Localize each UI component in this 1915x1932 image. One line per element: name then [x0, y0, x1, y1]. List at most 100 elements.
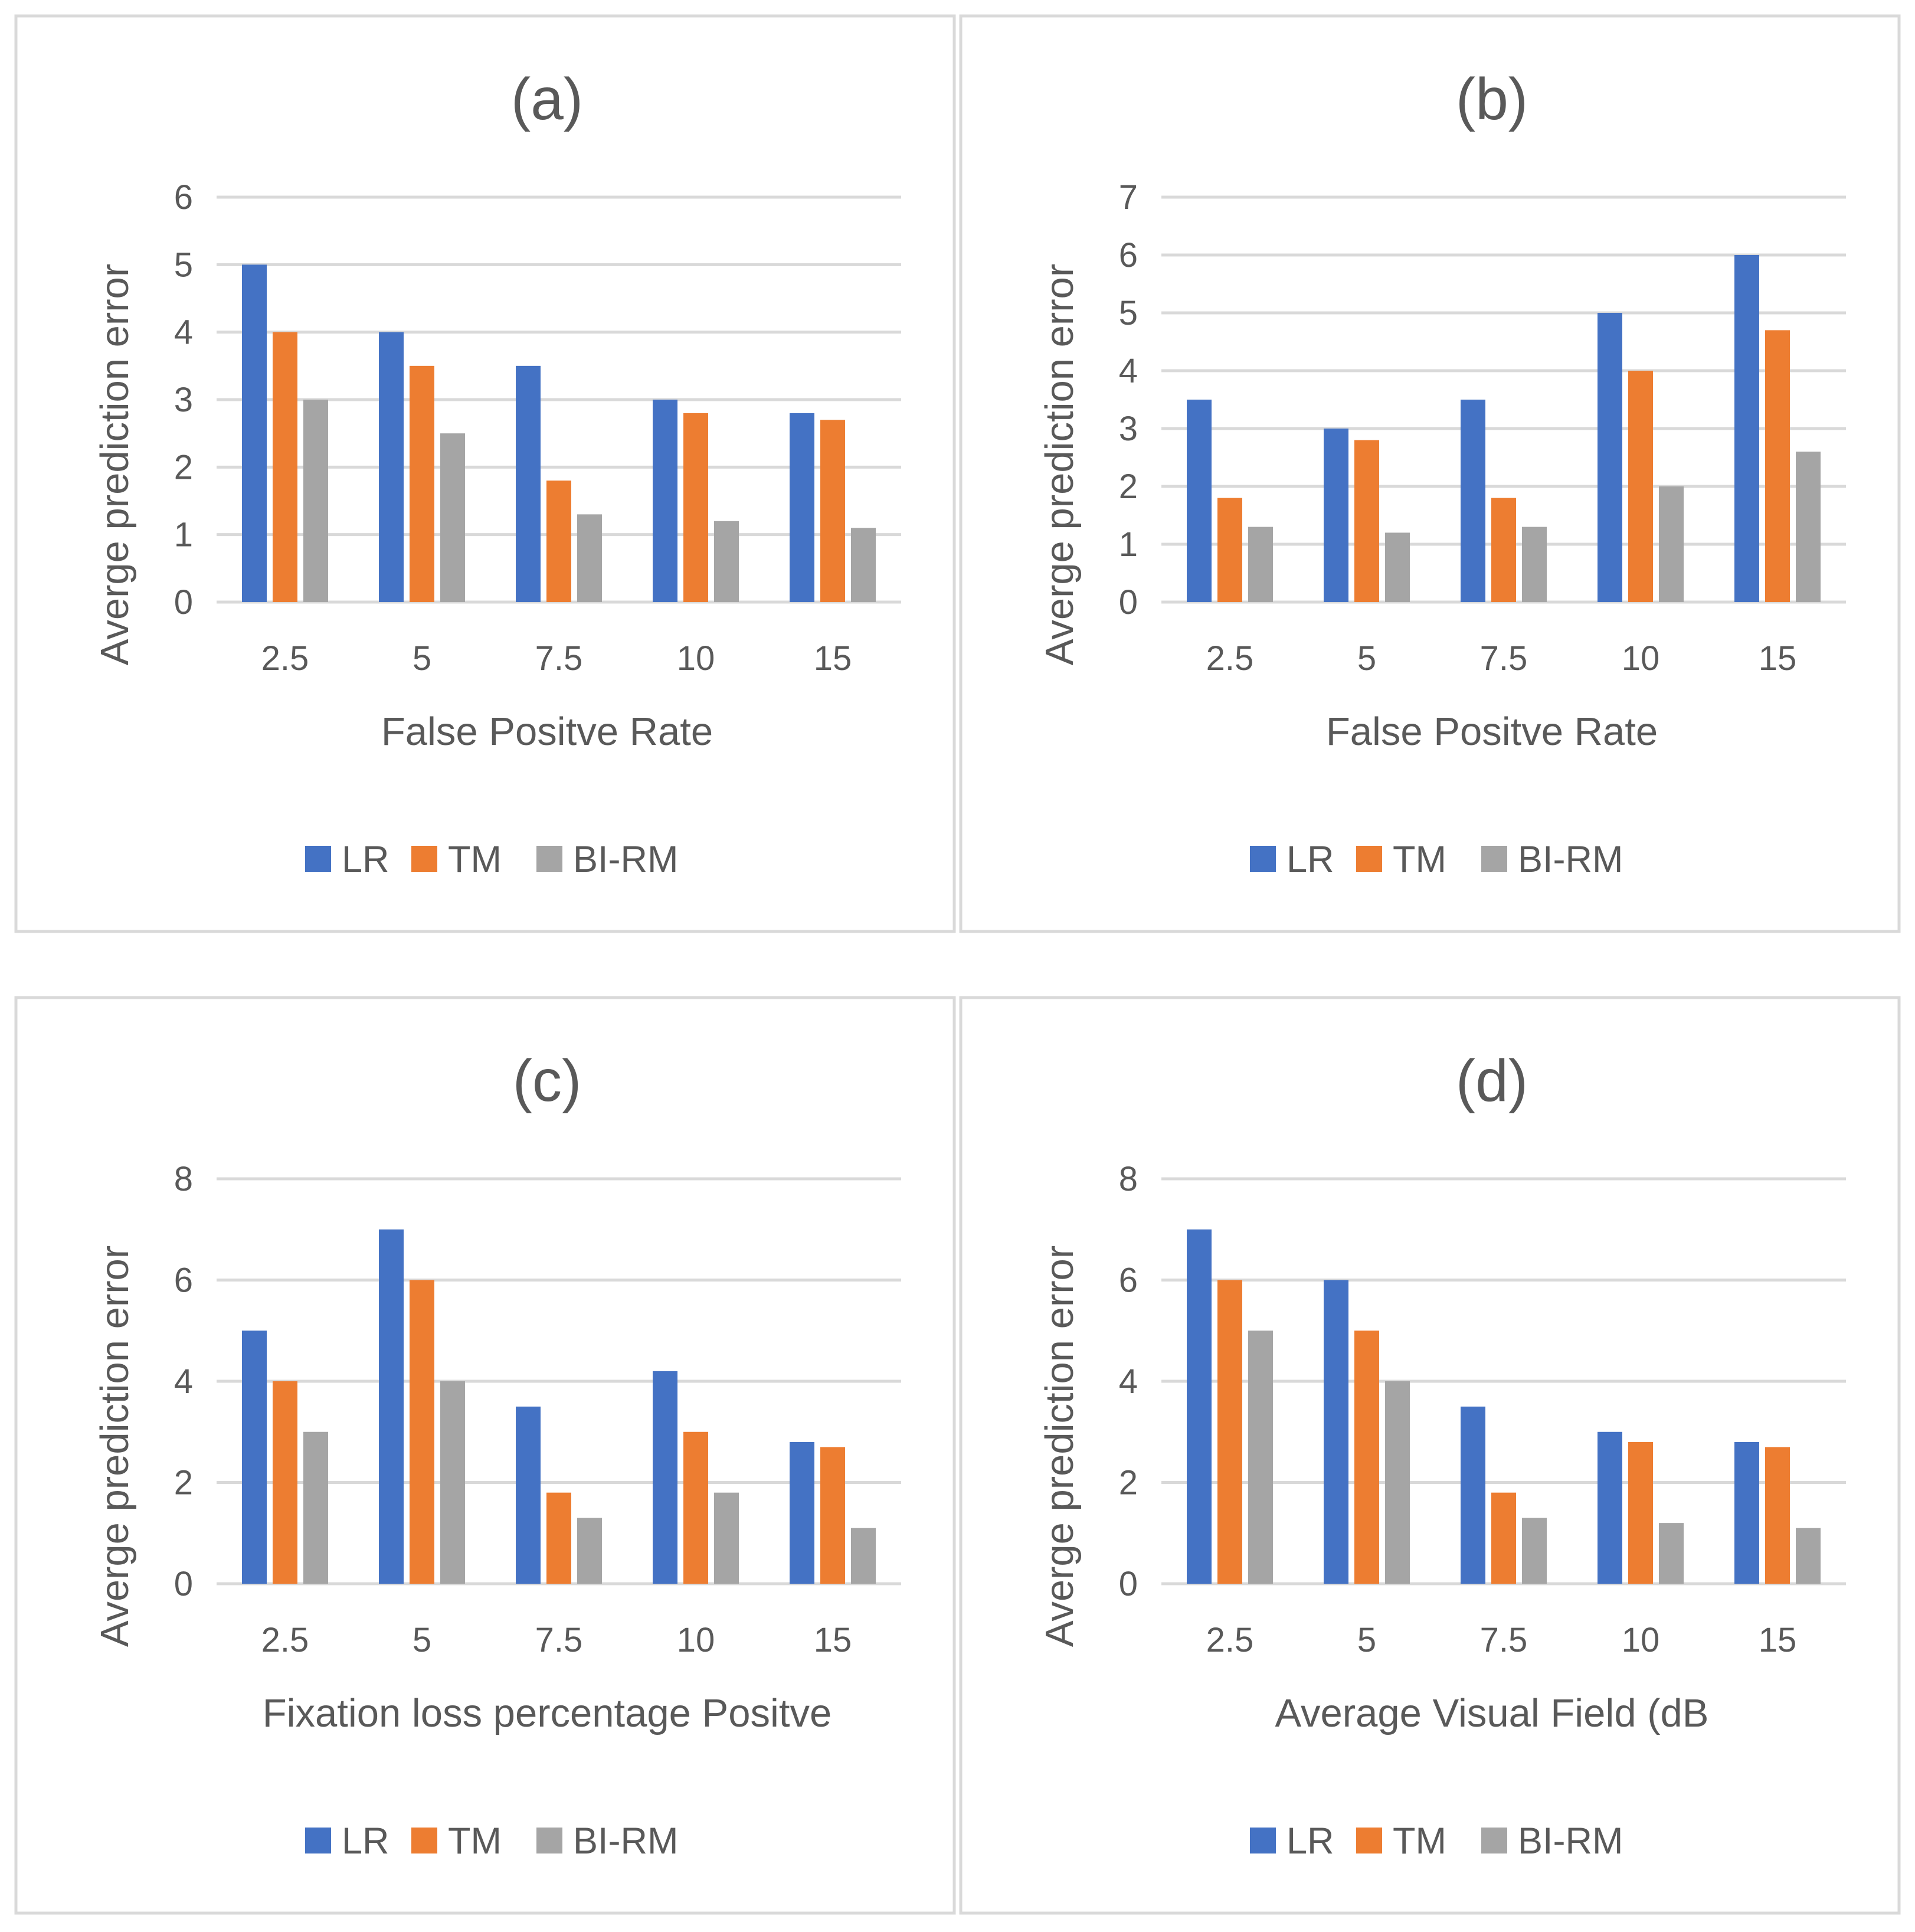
y-axis-label: Averge prediction error: [93, 264, 137, 665]
legend-swatch: [1250, 1828, 1276, 1853]
bar-bi-rm-2_5: [303, 1431, 328, 1584]
y-tick-label: 7: [1119, 178, 1138, 217]
bar-tm-7_5: [1491, 498, 1516, 602]
legend-item-lr: LR: [1250, 1820, 1334, 1862]
bar-lr-7_5: [516, 1406, 541, 1584]
x-tick-label: 10: [1622, 639, 1660, 678]
bar-lr-7_5: [1461, 400, 1485, 602]
chart-title: (c): [513, 1048, 582, 1114]
y-tick-label: 4: [174, 1362, 193, 1401]
bar-lr-2_5: [242, 1331, 267, 1584]
legend-label: BI-RM: [1518, 839, 1623, 880]
bar-lr-7_5: [1461, 1406, 1485, 1584]
legend-item-bi-rm: BI-RM: [536, 839, 678, 880]
y-tick-label: 6: [174, 1261, 193, 1300]
legend-label: TM: [1393, 839, 1446, 880]
legend-label: LR: [1287, 839, 1334, 880]
legend-item-lr: LR: [1250, 839, 1334, 880]
bar-bi-rm-5: [1385, 532, 1410, 602]
x-tick-label: 15: [1759, 639, 1797, 678]
x-tick-label: 7.5: [1480, 1621, 1528, 1659]
legend-label: TM: [448, 839, 502, 880]
x-tick-label: 10: [1622, 1621, 1660, 1659]
y-tick-label: 2: [1119, 468, 1138, 506]
bar-tm-2_5: [1217, 498, 1242, 602]
legend-swatch: [1250, 846, 1276, 872]
bar-tm-2_5: [273, 1381, 297, 1584]
legend-label: LR: [342, 839, 389, 880]
legend-item-tm: TM: [1356, 839, 1446, 880]
x-axis-label: Average Visual Field (dB: [1275, 1691, 1709, 1735]
y-tick-label: 8: [1119, 1160, 1138, 1198]
bar-lr-10: [1598, 1431, 1622, 1584]
x-tick-label: 15: [814, 639, 852, 678]
bar-tm-7_5: [546, 480, 571, 602]
x-tick-label: 2.5: [261, 1621, 309, 1659]
y-tick-label: 0: [1119, 1565, 1138, 1603]
bar-lr-2_5: [1187, 400, 1212, 602]
y-tick-label: 8: [174, 1160, 193, 1198]
bar-bi-rm-10: [1659, 1523, 1684, 1584]
legend-item-bi-rm: BI-RM: [1481, 839, 1623, 880]
y-tick-label: 6: [1119, 236, 1138, 274]
bar-tm-15: [820, 1447, 845, 1584]
bar-tm-10: [683, 1431, 708, 1584]
bar-lr-15: [790, 413, 814, 602]
legend-item-bi-rm: BI-RM: [536, 1820, 678, 1862]
bar-lr-10: [653, 1371, 677, 1584]
y-tick-label: 6: [174, 178, 193, 217]
y-tick-label: 3: [174, 381, 193, 419]
legend-label: BI-RM: [573, 1820, 678, 1862]
legend-swatch: [536, 1828, 562, 1853]
bar-lr-2_5: [242, 264, 267, 602]
bar-bi-rm-7_5: [1522, 1518, 1547, 1584]
bar-bi-rm-5: [440, 433, 465, 602]
x-tick-label: 10: [677, 639, 715, 678]
legend-item-tm: TM: [411, 1820, 502, 1862]
legend-swatch: [1356, 846, 1382, 872]
bar-lr-15: [1734, 255, 1759, 602]
x-tick-label: 7.5: [535, 1621, 583, 1659]
bar-bi-rm-15: [851, 528, 876, 602]
y-tick-label: 4: [1119, 1362, 1138, 1401]
bar-lr-10: [1598, 313, 1622, 602]
y-tick-label: 0: [174, 583, 193, 622]
chart-panel-b: (b) 0 1 2 3 4 5 6 7 2.5 5 7.5 10 15 False Positve Rate…: [959, 14, 1901, 933]
x-tick-label: 7.5: [1480, 639, 1528, 678]
y-tick-label: 4: [174, 313, 193, 352]
legend-label: LR: [342, 1820, 389, 1862]
x-tick-label: 15: [1759, 1621, 1797, 1659]
legend-swatch: [411, 846, 437, 872]
legend-swatch: [305, 846, 331, 872]
bar-bi-rm-2_5: [303, 400, 328, 602]
bar-bi-rm-15: [1796, 452, 1821, 602]
bar-tm-15: [1765, 330, 1790, 602]
y-tick-label: 0: [1119, 583, 1138, 622]
x-tick-label: 5: [413, 639, 431, 678]
y-tick-label: 1: [1119, 525, 1138, 564]
bar-bi-rm-10: [714, 1492, 739, 1584]
chart-title: (d): [1456, 1048, 1528, 1114]
legend-label: BI-RM: [573, 839, 678, 880]
legend-label: BI-RM: [1518, 1820, 1623, 1862]
bar-tm-10: [1628, 371, 1653, 602]
legend-item-tm: TM: [411, 839, 502, 880]
bar-lr-5: [1324, 429, 1348, 602]
x-tick-label: 7.5: [535, 639, 583, 678]
bar-bi-rm-7_5: [577, 1518, 602, 1584]
y-axis-label: Averge prediction error: [1037, 1245, 1082, 1647]
legend-label: LR: [1287, 1820, 1334, 1862]
y-tick-label: 2: [174, 448, 193, 486]
x-tick-label: 5: [413, 1621, 431, 1659]
bar-bi-rm-7_5: [577, 514, 602, 602]
legend-swatch: [1481, 846, 1507, 872]
bar-tm-7_5: [1491, 1492, 1516, 1584]
bar-bi-rm-15: [851, 1528, 876, 1584]
y-tick-label: 6: [1119, 1261, 1138, 1300]
bar-tm-7_5: [546, 1492, 571, 1584]
bar-tm-5: [1354, 1331, 1379, 1584]
y-tick-label: 3: [1119, 410, 1138, 448]
legend-swatch: [1481, 1828, 1507, 1853]
x-axis-label: Fixation loss percentage Positve: [263, 1691, 832, 1735]
